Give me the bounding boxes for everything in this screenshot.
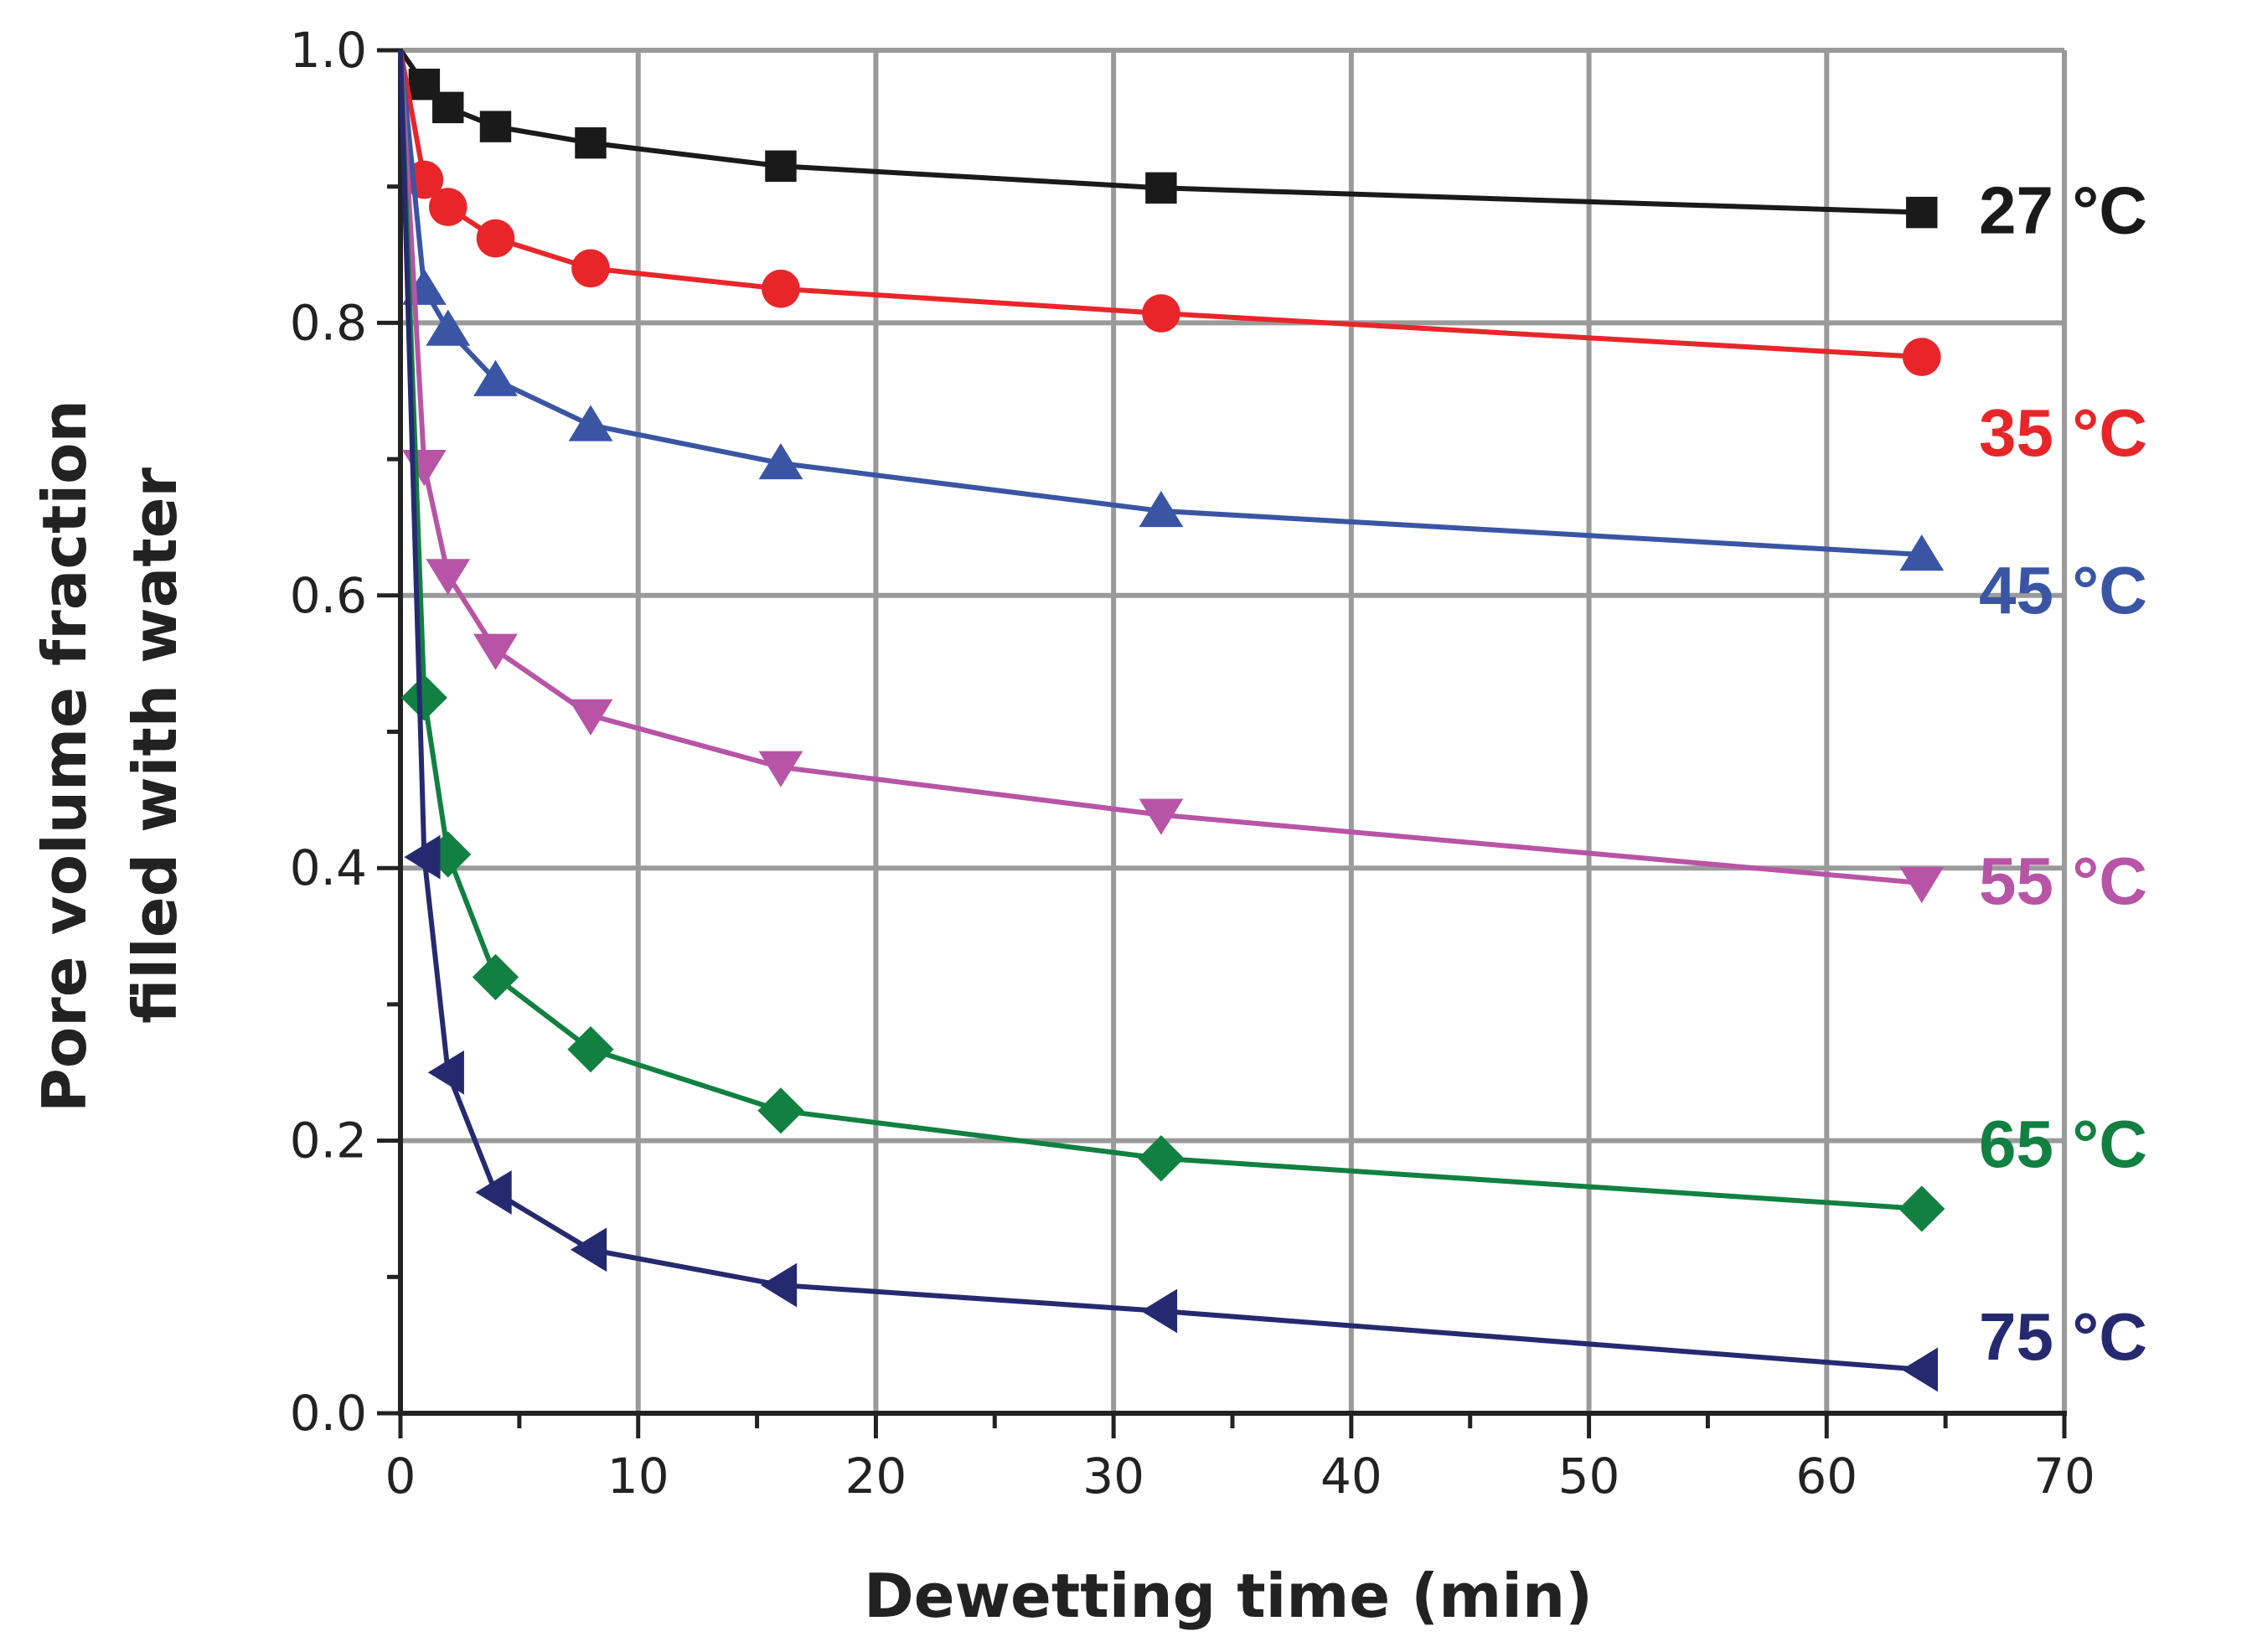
marker-75-c-1 xyxy=(404,834,441,880)
y-axis-title-line-1: Pore volume fraction xyxy=(29,400,100,1113)
marker-55-c-6 xyxy=(1139,798,1184,835)
marker-65-c-4 xyxy=(567,1025,614,1073)
series-35-c xyxy=(398,49,1941,376)
x-tick-label-50: 50 xyxy=(1558,1448,1620,1505)
marker-75-c-2 xyxy=(427,1050,464,1095)
series-group xyxy=(398,49,1945,1392)
marker-55-c-4 xyxy=(568,699,613,736)
series-45-c xyxy=(398,49,1945,571)
series-27-c xyxy=(398,49,1938,229)
marker-45-c-7 xyxy=(1899,534,1945,571)
marker-65-c-6 xyxy=(1138,1135,1185,1182)
x-tick-label-60: 60 xyxy=(1795,1448,1857,1505)
series-line-55-c xyxy=(398,49,1923,886)
marker-55-c-3 xyxy=(473,633,518,670)
marker-45-c-3 xyxy=(473,359,518,396)
series-line-65-c xyxy=(398,49,1922,1211)
x-tick-label-40: 40 xyxy=(1320,1448,1382,1505)
x-tick-label-70: 70 xyxy=(2033,1448,2095,1505)
marker-75-c-4 xyxy=(570,1227,607,1273)
marker-35-c-3 xyxy=(476,219,515,258)
axes: 0 10 20 30 40 50 60 70 0.0 0.2 0.4 0.6 0.8 1.0 xyxy=(290,22,2095,1505)
marker-45-c-4 xyxy=(568,405,613,441)
x-tick-label-10: 10 xyxy=(607,1448,669,1505)
x-axis-title: Dewetting time (min) xyxy=(864,1561,1593,1631)
series-label-35-c: 35 °C xyxy=(1979,395,2147,470)
x-tick-label-0: 0 xyxy=(385,1448,416,1505)
series-65-c xyxy=(398,49,1945,1232)
y-tick-label-2: 0.4 xyxy=(290,839,367,896)
y-tick-label-5: 1.0 xyxy=(290,22,367,79)
marker-75-c-3 xyxy=(475,1170,512,1215)
marker-75-c-5 xyxy=(760,1262,798,1308)
series-label-65-c: 65 °C xyxy=(1979,1107,2147,1181)
marker-55-c-5 xyxy=(758,751,803,787)
marker-65-c-7 xyxy=(1898,1185,1945,1232)
x-tick-label-30: 30 xyxy=(1082,1448,1144,1505)
labels-group: 27 °C 35 °C 45 °C 55 °C 65 °C 75 °C xyxy=(1979,173,2147,1374)
y-axis-title: Pore volume fraction filled with water xyxy=(29,379,190,1113)
series-label-45-c: 45 °C xyxy=(1979,553,2147,627)
marker-27-c-2 xyxy=(432,91,464,124)
marker-35-c-2 xyxy=(428,188,467,226)
marker-35-c-7 xyxy=(1902,338,1941,376)
marker-75-c-6 xyxy=(1140,1288,1178,1334)
series-label-27-c: 27 °C xyxy=(1979,173,2147,248)
y-tick-label-3: 0.6 xyxy=(290,567,367,624)
marker-27-c-3 xyxy=(479,111,512,142)
y-tick-label-1: 0.2 xyxy=(290,1113,367,1169)
grid-lines xyxy=(400,48,2067,1413)
series-75-c xyxy=(398,49,1938,1392)
marker-27-c-5 xyxy=(765,150,797,183)
marker-45-c-5 xyxy=(758,442,803,480)
series-line-75-c xyxy=(398,49,1923,1372)
marker-65-c-3 xyxy=(472,953,519,1000)
marker-35-c-6 xyxy=(1142,294,1180,333)
marker-55-c-7 xyxy=(1899,866,1945,904)
y-axis-title-line-2: filled with water xyxy=(120,467,190,1024)
marker-27-c-7 xyxy=(1906,196,1938,229)
marker-45-c-2 xyxy=(426,309,471,346)
x-tick-label-20: 20 xyxy=(845,1448,907,1505)
marker-55-c-2 xyxy=(426,559,471,596)
marker-35-c-5 xyxy=(762,269,800,308)
marker-75-c-7 xyxy=(1901,1347,1938,1392)
series-label-75-c: 75 °C xyxy=(1979,1299,2147,1374)
marker-45-c-6 xyxy=(1139,490,1184,528)
series-label-55-c: 55 °C xyxy=(1979,844,2147,918)
marker-27-c-6 xyxy=(1145,172,1177,204)
y-tick-label-4: 0.8 xyxy=(290,294,367,351)
marker-35-c-4 xyxy=(571,249,610,288)
y-tick-label-0: 0.0 xyxy=(290,1385,367,1442)
marker-27-c-4 xyxy=(575,126,607,159)
marker-65-c-5 xyxy=(757,1087,804,1134)
marker-65-c-1 xyxy=(400,674,447,721)
marker-55-c-1 xyxy=(401,450,447,487)
